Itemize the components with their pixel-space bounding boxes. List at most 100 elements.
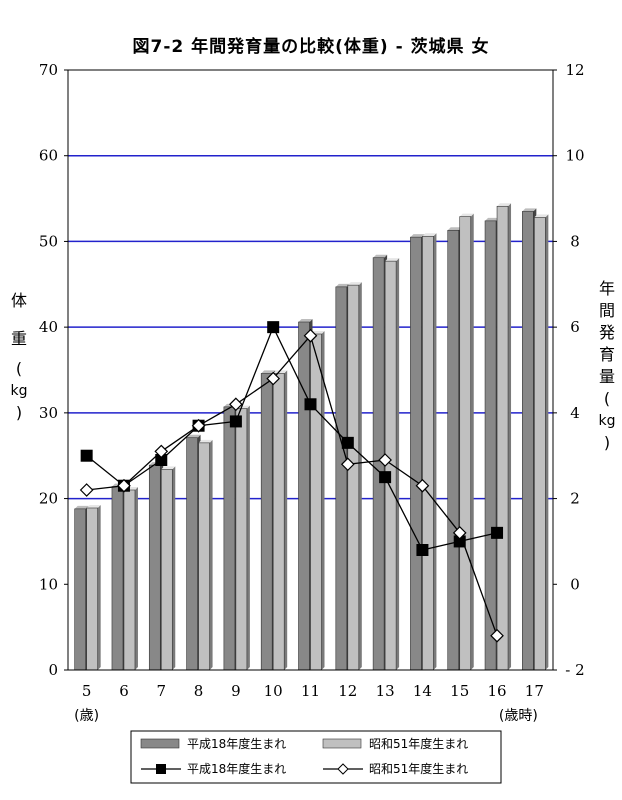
line-marker-diamond [117, 478, 131, 493]
bar [186, 437, 198, 671]
line-marker-square [229, 415, 242, 428]
bar-side [508, 203, 512, 671]
left-tick-label: 30 [39, 404, 58, 422]
bar [447, 229, 460, 671]
line-marker-square [80, 449, 93, 462]
bar-side [97, 505, 101, 670]
line-marker-square [155, 454, 168, 466]
right-tick-label: 12 [565, 61, 584, 79]
right-tick-label: - 2 [565, 661, 584, 679]
x-tick-label: 10 [264, 682, 283, 700]
right-tick-label: 4 [570, 404, 580, 422]
bar-side [358, 282, 362, 670]
line-marker-diamond [154, 444, 169, 459]
bar [335, 286, 348, 671]
line-marker-diamond [378, 453, 392, 467]
right-tick-label: 6 [570, 318, 580, 336]
right-axis-label: 年 間 発 育 量 ( kg ) [596, 278, 618, 454]
bar [347, 284, 360, 671]
bar-top [459, 213, 474, 217]
line-marker-diamond [303, 328, 318, 343]
line-marker-diamond [340, 457, 355, 472]
bar-top [485, 217, 500, 221]
legend-marker-diamond [337, 763, 349, 775]
bar [160, 469, 173, 671]
line-marker-square [267, 321, 280, 334]
bar-side [284, 370, 288, 670]
line-marker-diamond [79, 483, 94, 497]
line-marker-square [304, 398, 317, 411]
line-marker-square [416, 544, 429, 556]
bar [123, 489, 136, 671]
left-axis-label-char: kg [10, 383, 28, 399]
left-axis-label-char: ) [15, 403, 23, 422]
x-tick-label: 7 [156, 682, 166, 700]
bar-top [347, 282, 362, 286]
bar-side [470, 213, 474, 671]
bar [310, 333, 322, 671]
plot-border [67, 69, 554, 671]
bar-top [422, 233, 437, 237]
bar-top [86, 505, 101, 508]
bar-top [261, 370, 276, 374]
line-series [86, 334, 498, 636]
left-axis-label-char: ( [15, 359, 23, 378]
bar-top [186, 434, 201, 438]
legend-label: 昭和51年度生まれ [369, 761, 468, 776]
bar-side [172, 466, 176, 670]
bar [534, 217, 546, 671]
bar [235, 408, 248, 671]
right-axis-label-char: ( [603, 389, 611, 408]
bar-side [209, 439, 213, 670]
bar-top [273, 370, 288, 374]
right-axis-label-char: 育 [598, 345, 615, 364]
x-tick-label: 17 [525, 682, 544, 700]
bar [74, 508, 86, 671]
bar-top [335, 283, 350, 287]
bar-top [447, 227, 462, 231]
bar-top [410, 234, 425, 238]
bar-top [298, 319, 313, 322]
right-tick-label: 10 [565, 147, 584, 165]
bar [86, 507, 98, 671]
bar [272, 373, 285, 671]
bar [384, 260, 397, 671]
right-axis-label-char: 間 [598, 301, 615, 320]
bar-side [246, 405, 250, 670]
x-tick-label: 8 [194, 682, 204, 700]
x-tick-label: 12 [338, 682, 357, 700]
left-tick-label: 0 [48, 661, 58, 679]
left-tick-label: 70 [39, 61, 58, 79]
right-tick-label: 2 [570, 490, 580, 508]
x-tick-label: 13 [376, 682, 395, 700]
line-marker-diamond [490, 628, 504, 643]
x-tick-label: 6 [119, 682, 129, 700]
x-tick-label: 15 [450, 682, 469, 700]
bar-side [545, 214, 549, 670]
x-tick-label: 16 [487, 682, 506, 700]
line-marker-square [453, 535, 466, 548]
x-unit-last: (歳時) [499, 708, 538, 724]
bar [148, 464, 161, 671]
left-axis-label-char: 重 [10, 329, 27, 348]
x-tick-label: 9 [231, 682, 241, 700]
line-marker-square [379, 471, 392, 484]
line-marker-diamond [266, 371, 281, 386]
chart-title: 図7-2 年間発育量の比較(体重) - 茨城県 女 [132, 37, 490, 57]
bar [422, 235, 434, 671]
bar [260, 373, 273, 671]
line-marker-square [491, 526, 504, 539]
bar-top [534, 214, 549, 218]
legend-box [130, 730, 502, 784]
bar [410, 236, 422, 671]
legend-label: 昭和51年度生まれ [369, 736, 468, 751]
bar [484, 220, 497, 671]
right-tick-label: 0 [570, 575, 580, 593]
left-tick-label: 20 [39, 490, 58, 508]
left-axis-label: 体 重 ( kg ) [8, 290, 30, 424]
left-tick-label: 60 [39, 147, 58, 165]
right-tick-label: 8 [570, 232, 580, 250]
legend-swatch-bar [140, 738, 180, 749]
bar [459, 216, 472, 671]
right-axis-label-char: 発 [598, 323, 615, 342]
